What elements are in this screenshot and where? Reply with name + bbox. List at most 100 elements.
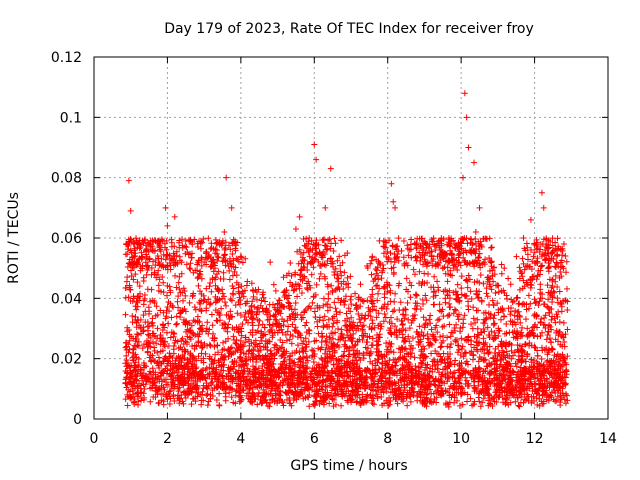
data-point — [406, 325, 413, 332]
data-point — [388, 314, 395, 321]
data-point — [309, 367, 316, 374]
data-point — [381, 353, 388, 360]
data-point — [324, 359, 331, 366]
data-point — [523, 240, 530, 247]
data-point — [494, 300, 501, 307]
data-point — [518, 394, 525, 400]
data-point — [330, 320, 337, 327]
data-point — [411, 315, 418, 322]
data-point — [517, 319, 524, 326]
data-point — [417, 254, 424, 261]
data-point — [378, 275, 385, 282]
data-point — [416, 280, 423, 287]
data-point — [256, 340, 263, 347]
data-point — [357, 319, 364, 326]
data-point — [300, 249, 307, 256]
data-point — [400, 254, 407, 261]
data-point — [199, 328, 206, 335]
data-point — [151, 344, 158, 351]
data-point — [175, 279, 182, 286]
data-point — [216, 390, 223, 397]
data-point — [198, 262, 205, 269]
data-point — [436, 301, 443, 308]
data-point — [294, 293, 301, 300]
data-point — [539, 262, 546, 269]
data-point — [211, 259, 218, 266]
data-point — [557, 268, 564, 275]
data-point — [564, 306, 571, 313]
data-point — [444, 278, 451, 285]
data-point — [178, 337, 185, 344]
data-point — [229, 250, 236, 257]
data-point — [562, 252, 569, 259]
data-point — [408, 236, 415, 243]
data-point — [527, 300, 534, 307]
data-point — [253, 329, 260, 336]
data-point — [225, 321, 232, 328]
data-point — [207, 279, 214, 286]
data-point — [511, 349, 518, 356]
data-point — [320, 302, 327, 309]
data-point — [519, 324, 526, 331]
data-point — [220, 339, 227, 346]
data-point — [457, 262, 464, 269]
data-point — [388, 265, 395, 272]
data-point — [227, 296, 234, 303]
data-point — [155, 354, 162, 361]
data-point — [480, 335, 487, 342]
data-point — [464, 361, 471, 368]
data-point — [206, 341, 213, 348]
data-point — [287, 259, 294, 266]
data-point — [124, 264, 131, 271]
data-point — [323, 246, 330, 253]
data-point — [164, 303, 171, 310]
data-point — [326, 400, 333, 407]
data-point — [444, 334, 451, 341]
data-point — [300, 263, 307, 270]
data-point — [538, 263, 545, 270]
data-point — [534, 352, 541, 359]
data-point — [376, 334, 383, 341]
data-point — [181, 287, 188, 294]
data-point — [288, 283, 295, 290]
data-point — [546, 335, 553, 342]
data-point — [239, 321, 246, 328]
data-point — [464, 284, 471, 291]
data-point — [376, 237, 383, 244]
data-point — [478, 329, 485, 336]
data-point — [535, 302, 542, 309]
data-point — [398, 247, 405, 254]
data-point — [348, 396, 355, 403]
data-point — [522, 377, 529, 384]
data-point — [309, 299, 316, 306]
data-point — [503, 348, 510, 355]
data-point — [238, 254, 245, 261]
data-point — [355, 310, 362, 317]
data-point — [206, 364, 213, 371]
data-point — [195, 338, 202, 345]
data-point — [153, 360, 160, 367]
data-point — [150, 339, 157, 346]
data-point — [476, 365, 483, 372]
data-point — [436, 307, 443, 314]
data-point — [214, 257, 221, 264]
data-point — [204, 319, 211, 326]
data-point — [198, 308, 205, 315]
data-point — [428, 253, 435, 260]
data-point — [513, 363, 520, 370]
data-point — [440, 350, 447, 357]
data-point — [124, 402, 131, 409]
data-point — [397, 299, 404, 306]
data-point — [539, 329, 546, 336]
data-point — [501, 330, 508, 337]
data-point — [507, 281, 514, 288]
data-point — [407, 398, 414, 405]
data-point — [209, 322, 216, 329]
data-point — [304, 261, 311, 268]
data-point — [446, 344, 453, 351]
data-point — [538, 355, 545, 362]
data-point — [434, 317, 441, 324]
data-point — [552, 319, 559, 326]
data-point — [564, 397, 571, 404]
data-point — [152, 387, 159, 394]
